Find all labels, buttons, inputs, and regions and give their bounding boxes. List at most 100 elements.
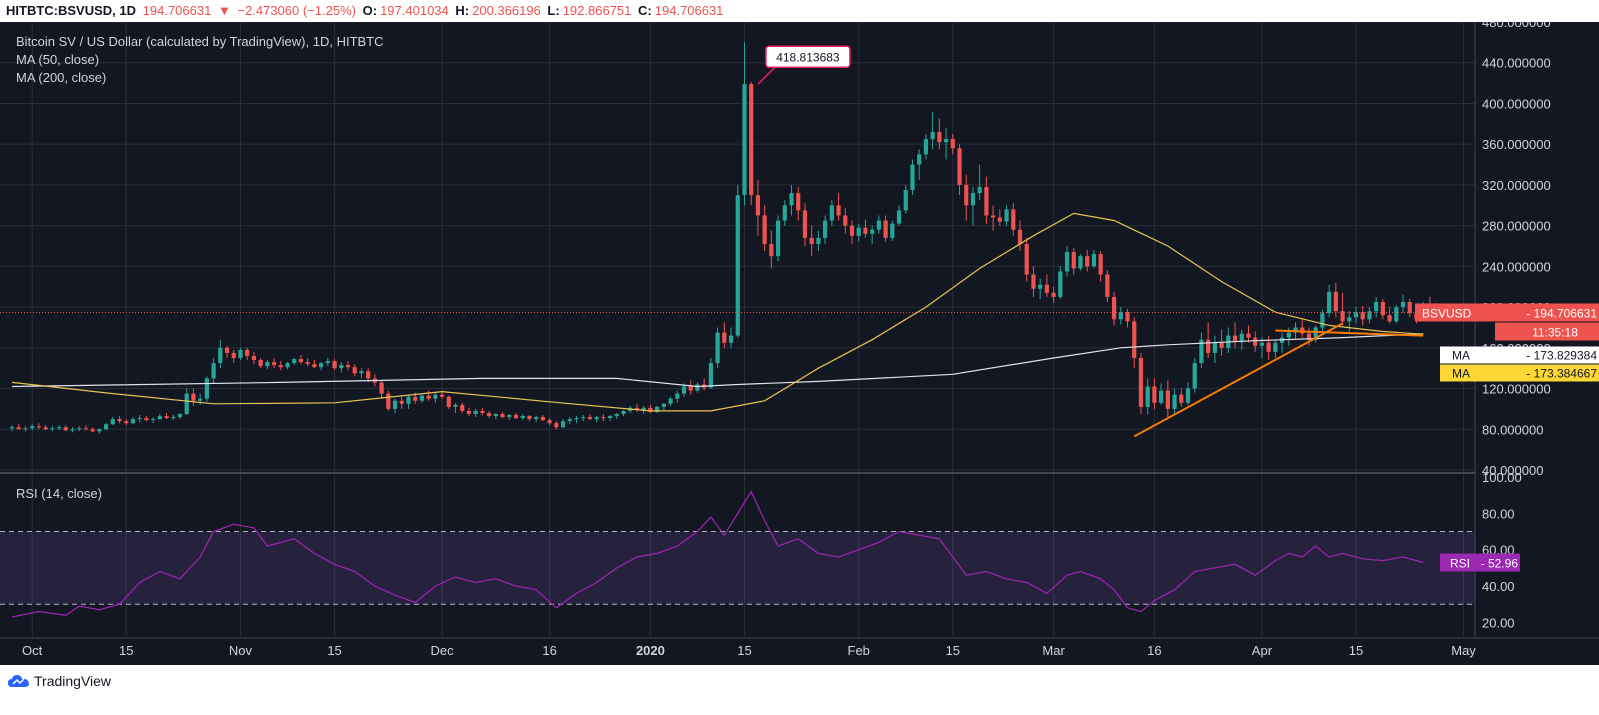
candle-body: [1058, 271, 1063, 297]
candle-body: [769, 243, 774, 257]
candle-body: [1286, 332, 1291, 338]
rsi-badge-label: RSI: [1450, 557, 1470, 571]
candle-body: [688, 386, 693, 391]
candle-body: [473, 410, 478, 414]
candle-body: [1347, 317, 1352, 322]
candle-body: [802, 210, 808, 238]
candle-body: [762, 215, 767, 244]
candle-body: [1327, 291, 1332, 314]
candle-body: [1212, 342, 1217, 353]
candle-body: [103, 424, 109, 430]
candle-body: [110, 419, 115, 425]
candle-body: [634, 407, 640, 410]
candle-body: [258, 360, 263, 367]
high-price-callout: 418.813683: [776, 50, 840, 64]
candle-body: [460, 404, 465, 411]
rsi-band-fill: [0, 531, 1475, 605]
candle-body: [352, 367, 357, 374]
candle-body: [1407, 302, 1412, 314]
candle-body: [695, 384, 700, 391]
tradingview-logo[interactable]: TradingView: [8, 673, 111, 689]
candle-body: [298, 359, 304, 363]
candle-body: [1232, 335, 1238, 342]
candle-body: [513, 415, 519, 419]
candle-body: [1219, 342, 1224, 348]
ma200-line: [11, 333, 1424, 388]
candle-body: [184, 393, 189, 414]
ma50-legend[interactable]: MA (50, close): [16, 52, 100, 67]
time-tick-label: 15: [327, 643, 341, 658]
candle-body: [43, 427, 48, 430]
candle-body: [977, 186, 982, 194]
candle-body: [742, 84, 747, 196]
ma200-legend[interactable]: MA (200, close): [16, 70, 107, 85]
candle-body: [453, 404, 458, 407]
candle-body: [849, 225, 855, 236]
candle-body: [534, 417, 539, 420]
candle-body: [1138, 358, 1144, 407]
trendline: [1275, 329, 1424, 337]
candle-body: [238, 349, 243, 358]
candle-body: [1132, 321, 1137, 358]
candle-body: [1091, 254, 1097, 267]
high-value: 200.366196: [472, 3, 541, 18]
candle-body: [1353, 312, 1359, 318]
price-tick-label: 480.000000: [1482, 22, 1551, 30]
candle-body: [1340, 311, 1345, 322]
candle-body: [1152, 386, 1157, 403]
candle-body: [957, 148, 962, 185]
candle-body: [910, 164, 915, 190]
candle-body: [292, 359, 297, 364]
candle-body: [870, 229, 875, 234]
tradingview-cloud-icon: [8, 675, 29, 687]
candle-body: [923, 139, 929, 155]
time-tick-label: 15: [946, 643, 960, 658]
price-tick-label: 400.000000: [1482, 96, 1551, 111]
candle-body: [883, 220, 888, 238]
symbol-name[interactable]: HITBTC:BSVUSD, 1D: [6, 3, 137, 18]
candle-body: [36, 426, 41, 428]
candle-body: [735, 195, 740, 336]
candle-body: [1313, 327, 1318, 340]
candle-body: [655, 406, 660, 412]
ma-value-badge: [1440, 364, 1599, 382]
candle-body: [937, 131, 942, 143]
rsi-badge-value: - 52.96: [1481, 557, 1519, 571]
candle-body: [265, 362, 270, 367]
candle-body: [124, 421, 129, 424]
candle-body: [1206, 339, 1211, 353]
price-tick-label: 280.000000: [1482, 219, 1551, 234]
ma-value-badge: [1440, 346, 1599, 364]
candle-body: [950, 139, 955, 149]
candle-body: [661, 403, 666, 407]
candle-body: [1400, 302, 1406, 308]
candle-body: [211, 363, 216, 379]
countdown-timer: 11:35:18: [1532, 325, 1578, 339]
countdown-badge: [1495, 322, 1599, 341]
candle-body: [991, 215, 996, 218]
candle-body: [366, 371, 371, 379]
candle-body: [77, 428, 82, 430]
price-change: −2.473060 (−1.25%): [237, 3, 356, 18]
close-label: C:: [638, 3, 652, 18]
price-tick-label: 120.000000: [1482, 382, 1551, 397]
candle-body: [917, 154, 922, 165]
candle-body: [1394, 307, 1399, 322]
candle-body: [487, 412, 492, 417]
high-label: H:: [455, 3, 470, 18]
candle-body: [90, 429, 95, 432]
candle-body: [137, 418, 142, 420]
candle-body: [890, 223, 895, 238]
candle-body: [1333, 291, 1338, 312]
candle-body: [433, 394, 438, 399]
price-chart[interactable]: 480.000000 440.000000 400.000000 360.000000…: [0, 22, 1599, 665]
candle-body: [722, 332, 727, 343]
candle-body: [964, 184, 969, 206]
candle-body: [426, 395, 431, 399]
candle-body: [668, 398, 673, 404]
rsi-legend[interactable]: RSI (14, close): [16, 486, 102, 501]
candle-body: [198, 398, 203, 401]
candle-body: [1017, 229, 1023, 244]
candle-body: [540, 417, 545, 421]
candle-body: [621, 410, 626, 414]
